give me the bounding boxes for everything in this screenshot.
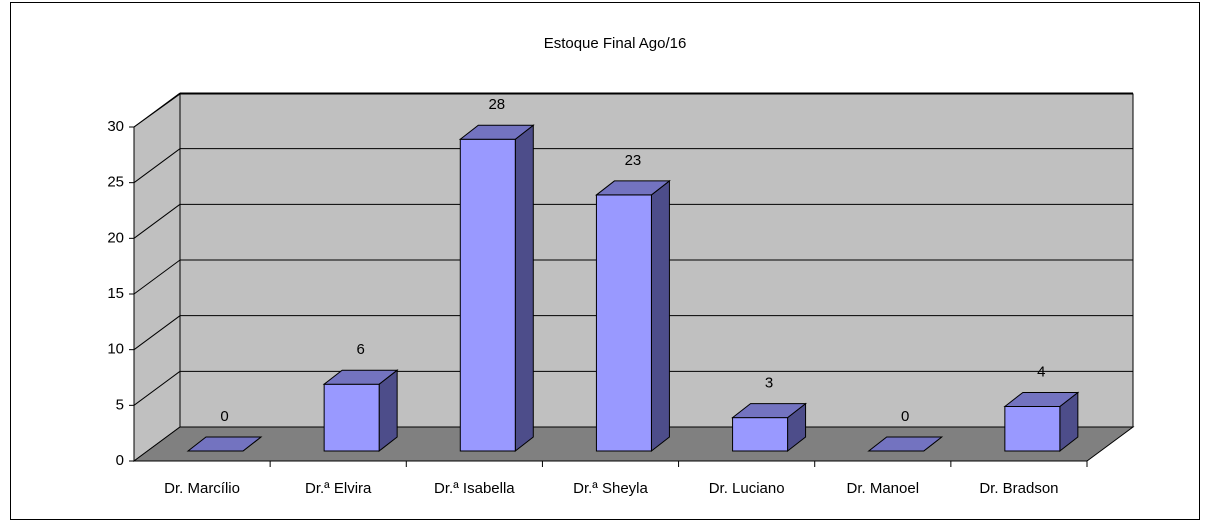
grid-line [133,203,181,239]
bar-top [458,124,535,140]
bar-top [867,436,944,452]
x-tick-label: Dr. Manoel [847,480,920,497]
grid-line [133,259,181,295]
data-label: 4 [1037,363,1045,380]
chart-title: Estoque Final Ago/16 [544,35,687,52]
y-tick-label: 5 [116,396,124,413]
data-label: 28 [488,96,505,113]
x-tick-label: Dr.ª Isabella [434,480,515,497]
bar [459,138,516,452]
y-tick-label: 15 [107,285,124,302]
bar [1004,405,1061,452]
bar-top [322,369,399,385]
grid-line [133,92,181,128]
x-tick-label: Dr. Marcílio [164,480,240,497]
bar [732,417,789,452]
x-tick-label: Dr.ª Sheyla [573,480,648,497]
bar-top [186,436,263,452]
y-tick-label: 10 [107,341,124,358]
grid-line [133,148,181,184]
x-tick-label: Dr.ª Elvira [305,480,372,497]
data-label: 6 [356,341,364,358]
data-label: 0 [901,408,909,425]
bar [323,383,380,452]
bar-top [594,180,671,196]
y-tick-label: 0 [116,452,124,469]
grid-line [133,370,181,406]
data-label: 23 [625,152,642,169]
y-tick-label: 25 [107,174,124,191]
x-tick-label: Dr. Bradson [979,480,1058,497]
data-label: 3 [765,375,773,392]
bar-top [1003,391,1080,407]
x-tick-label: Dr. Luciano [709,480,785,497]
data-label: 0 [220,408,228,425]
bar-top [731,403,808,419]
bar [595,194,652,452]
bar-side [650,179,670,453]
y-tick-label: 30 [107,118,124,135]
bar-side [514,124,534,453]
y-tick-label: 20 [107,229,124,246]
grid-line [133,315,181,351]
